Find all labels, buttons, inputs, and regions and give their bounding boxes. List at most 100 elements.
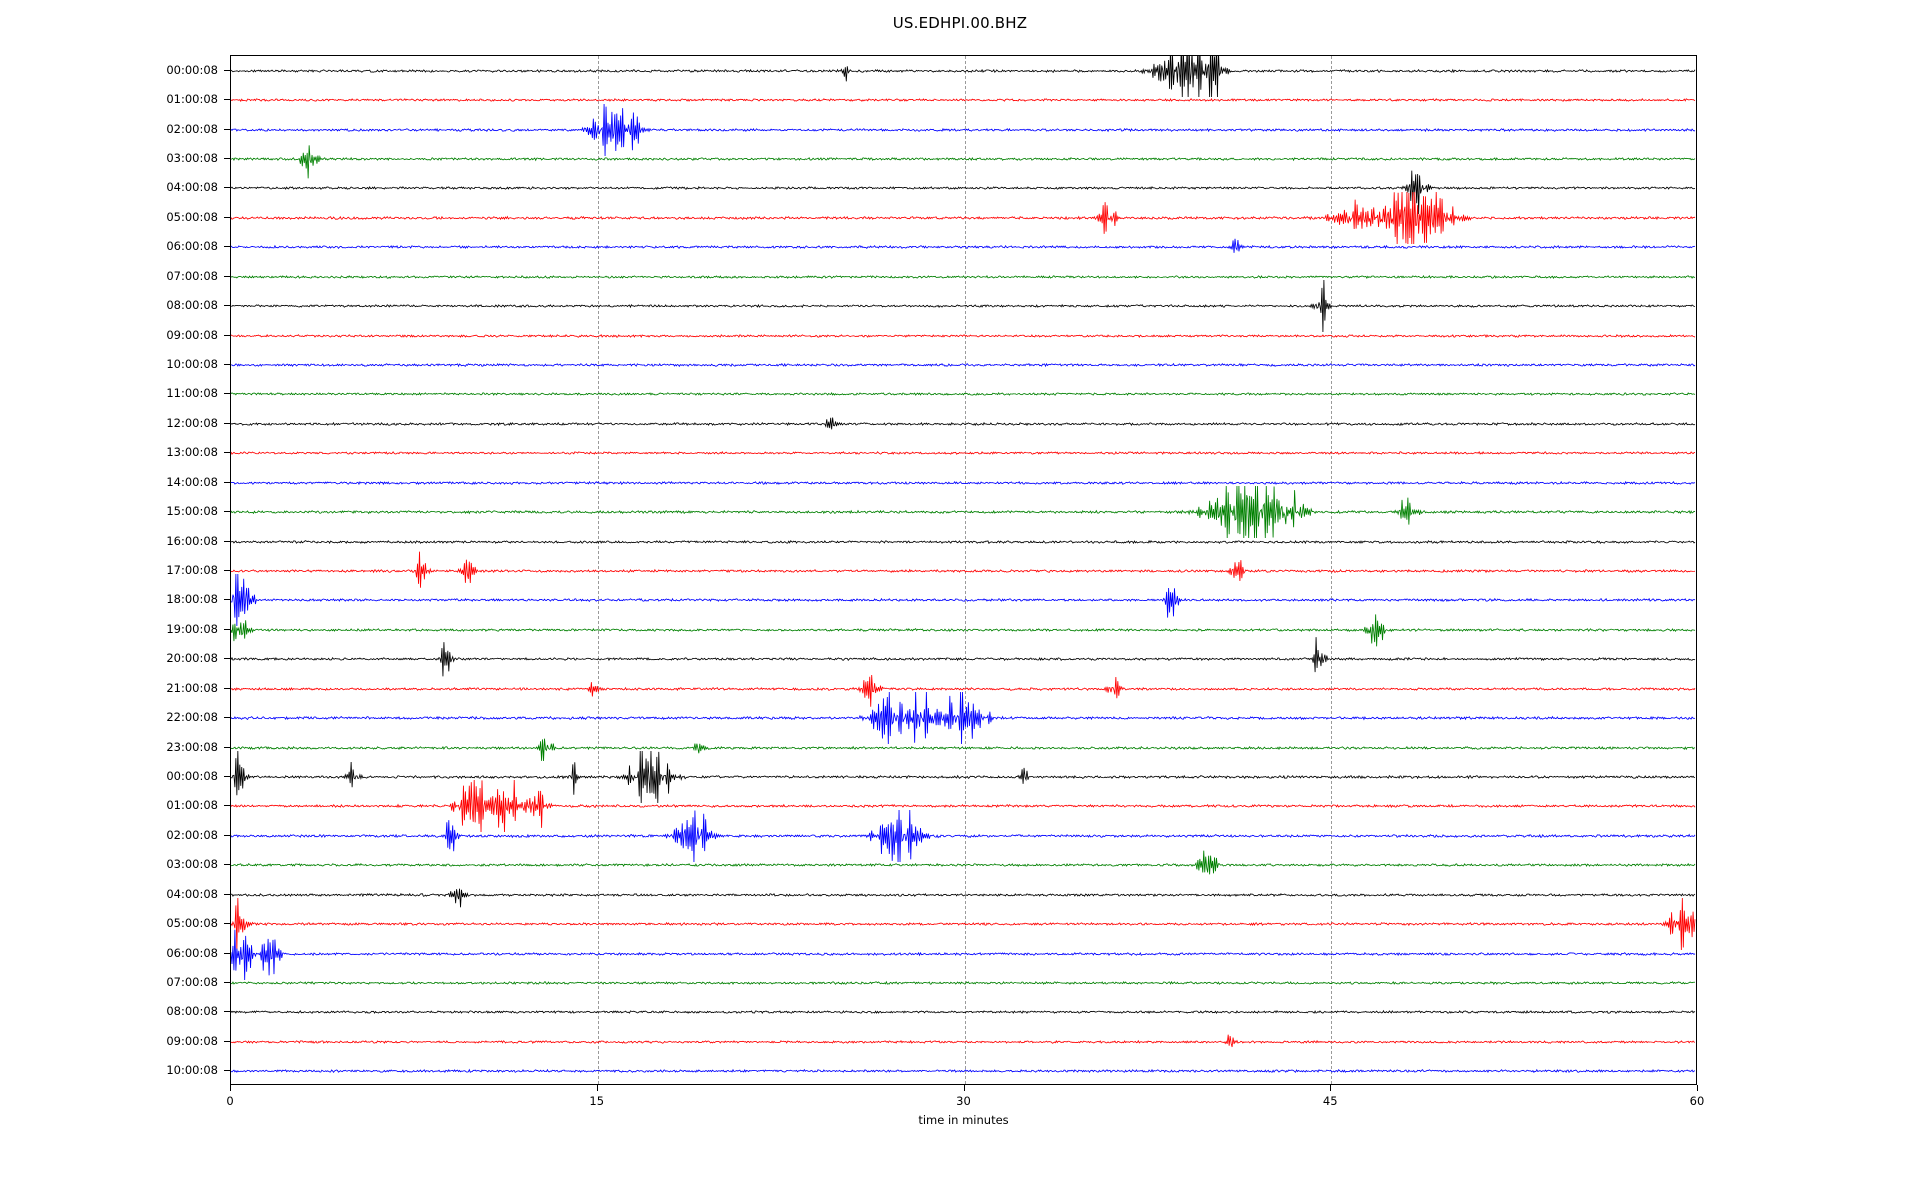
y-tick-label: 06:00:08 [166, 239, 218, 254]
seismic-trace [231, 457, 1696, 509]
y-tick-label: 09:00:08 [166, 1033, 218, 1048]
seismic-trace [231, 1016, 1696, 1068]
trace-path [231, 540, 1695, 543]
trace-path [231, 574, 1695, 626]
x-tick-mark [230, 1085, 231, 1091]
seismic-trace [231, 192, 1696, 244]
seismic-trace [231, 104, 1696, 156]
x-tick-mark [1697, 1085, 1698, 1091]
trace-path [231, 104, 1695, 156]
seismic-trace [231, 310, 1696, 362]
y-tick-mark [224, 687, 231, 689]
y-tick-mark [224, 628, 231, 630]
seismic-trace [231, 898, 1696, 950]
y-tick-mark [224, 452, 231, 454]
y-tick-label: 02:00:08 [166, 827, 218, 842]
y-tick-mark [224, 511, 231, 513]
trace-path [231, 982, 1695, 984]
y-tick-mark [224, 570, 231, 571]
y-tick-mark [224, 216, 231, 218]
trace-path [231, 364, 1695, 367]
trace-path [231, 692, 1695, 744]
y-tick-label: 01:00:08 [166, 798, 218, 813]
seismic-trace [231, 574, 1696, 626]
seismic-trace [231, 280, 1696, 332]
seismic-trace [231, 928, 1696, 980]
seismic-trace [231, 398, 1696, 450]
trace-path [231, 192, 1695, 244]
y-tick-mark [224, 776, 231, 777]
seismic-trace [231, 722, 1696, 774]
y-tick-mark [224, 158, 231, 159]
y-tick-label: 19:00:08 [166, 621, 218, 636]
gridline-30min [964, 56, 966, 1084]
y-tick-mark [224, 1040, 231, 1042]
seismic-trace [231, 368, 1696, 420]
trace-path [231, 929, 1695, 979]
seismic-trace [231, 221, 1696, 273]
y-tick-label: 00:00:08 [166, 769, 218, 783]
y-tick-mark [224, 481, 231, 483]
seismic-trace [231, 133, 1696, 185]
trace-path [231, 614, 1695, 646]
seismic-trace [231, 869, 1696, 921]
trace-path [231, 888, 1695, 907]
seismic-trace [231, 604, 1696, 656]
y-tick-label: 06:00:08 [166, 945, 218, 960]
y-tick-mark [224, 599, 231, 601]
y-tick-mark [224, 864, 231, 866]
y-tick-mark [224, 717, 231, 719]
seismic-trace [231, 957, 1696, 1009]
y-tick-label: 10:00:08 [166, 1063, 218, 1078]
trace-path [231, 552, 1695, 588]
x-tick-mark [1330, 1085, 1332, 1091]
trace-path [231, 1011, 1695, 1013]
y-tick-label: 08:00:08 [166, 298, 218, 313]
y-tick-label: 01:00:08 [166, 92, 218, 107]
y-tick-label: 21:00:08 [166, 680, 218, 695]
x-tick-mark [963, 1085, 965, 1091]
trace-path [231, 898, 1695, 950]
y-tick-label: 00:00:08 [166, 62, 218, 77]
page-title: US.EDHPI.00.BHZ [892, 14, 1028, 32]
y-tick-mark [224, 1011, 231, 1013]
y-tick-mark [224, 658, 231, 660]
trace-path [231, 280, 1695, 332]
seismic-trace [231, 74, 1696, 126]
seismic-trace [231, 633, 1696, 685]
trace-path [231, 1035, 1695, 1047]
seismic-trace [231, 55, 1696, 97]
y-tick-label: 14:00:08 [166, 474, 218, 489]
y-tick-label: 15:00:08 [166, 504, 218, 519]
y-tick-mark [224, 99, 231, 101]
y-tick-label: 17:00:08 [166, 563, 218, 577]
seismic-trace [231, 251, 1696, 303]
y-tick-mark [224, 422, 231, 424]
y-tick-mark [224, 952, 231, 954]
y-tick-label: 07:00:08 [166, 268, 218, 283]
y-tick-label: 03:00:08 [166, 857, 218, 872]
y-tick-mark [224, 334, 231, 336]
seismic-trace [231, 516, 1696, 568]
y-tick-mark [224, 540, 231, 542]
y-tick-label: 10:00:08 [166, 357, 218, 371]
y-tick-mark [224, 893, 231, 895]
seismic-trace [231, 839, 1696, 891]
trace-path [231, 1070, 1695, 1073]
y-tick-label: 11:00:08 [166, 386, 218, 401]
y-tick-label: 08:00:08 [166, 1004, 218, 1019]
seismic-trace [231, 780, 1696, 832]
y-tick-mark [224, 187, 231, 189]
trace-path [231, 393, 1695, 395]
y-tick-label: 16:00:08 [166, 533, 218, 548]
y-tick-label: 04:00:08 [166, 886, 218, 901]
seismic-trace [231, 810, 1696, 862]
x-tick-mark [596, 1085, 598, 1091]
seismic-trace [231, 751, 1696, 803]
trace-layer [231, 56, 1696, 1084]
trace-path [231, 55, 1695, 97]
x-tick-label: 0 [226, 1094, 234, 1108]
y-tick-mark [224, 305, 231, 307]
y-tick-label: 13:00:08 [166, 445, 218, 460]
